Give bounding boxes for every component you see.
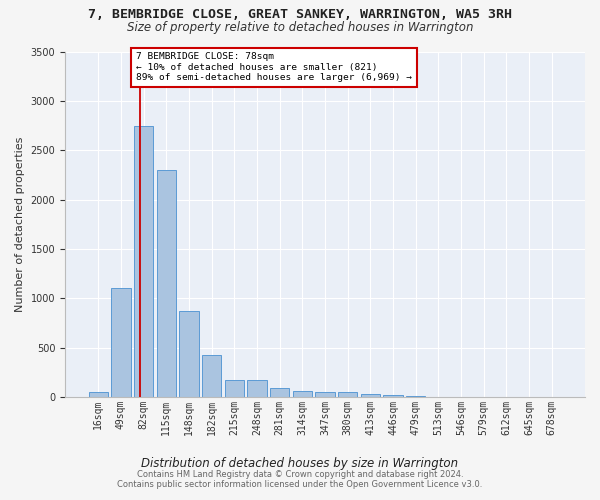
- Bar: [361, 394, 380, 397]
- Bar: [316, 392, 335, 397]
- Y-axis label: Number of detached properties: Number of detached properties: [15, 136, 25, 312]
- Bar: [157, 170, 176, 397]
- Bar: [406, 396, 425, 397]
- Bar: [134, 126, 153, 397]
- Text: Size of property relative to detached houses in Warrington: Size of property relative to detached ho…: [127, 21, 473, 34]
- Bar: [224, 380, 244, 397]
- Bar: [202, 354, 221, 397]
- Bar: [270, 388, 289, 397]
- Text: Contains HM Land Registry data © Crown copyright and database right 2024.
Contai: Contains HM Land Registry data © Crown c…: [118, 470, 482, 489]
- Bar: [383, 394, 403, 397]
- Bar: [89, 392, 108, 397]
- Bar: [179, 310, 199, 397]
- Text: 7 BEMBRIDGE CLOSE: 78sqm
← 10% of detached houses are smaller (821)
89% of semi-: 7 BEMBRIDGE CLOSE: 78sqm ← 10% of detach…: [136, 52, 412, 82]
- Text: Distribution of detached houses by size in Warrington: Distribution of detached houses by size …: [142, 458, 458, 470]
- Bar: [247, 380, 266, 397]
- Text: 7, BEMBRIDGE CLOSE, GREAT SANKEY, WARRINGTON, WA5 3RH: 7, BEMBRIDGE CLOSE, GREAT SANKEY, WARRIN…: [88, 8, 512, 20]
- Bar: [293, 390, 312, 397]
- Bar: [338, 392, 358, 397]
- Bar: [112, 288, 131, 397]
